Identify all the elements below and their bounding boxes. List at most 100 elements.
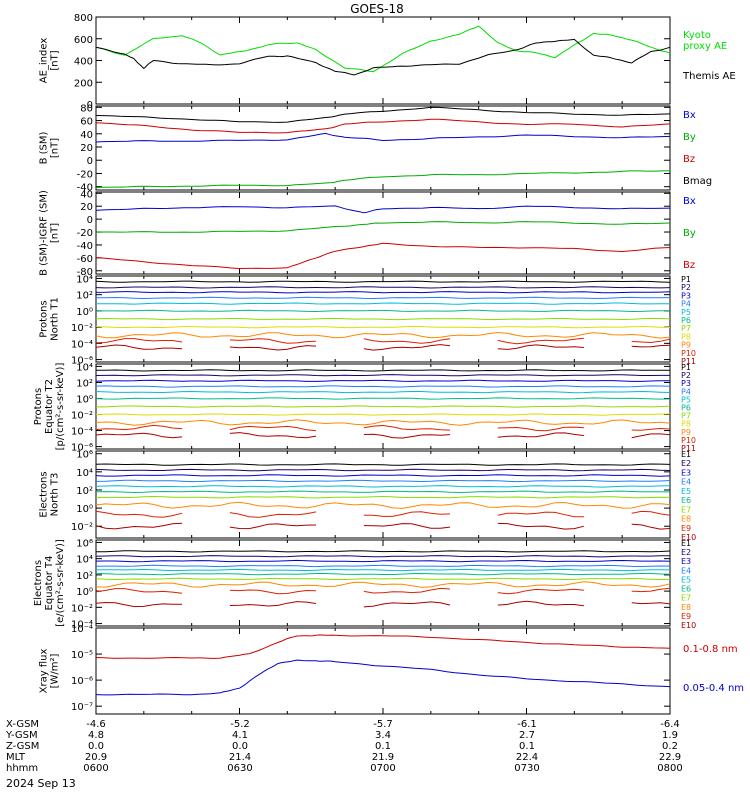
y-tick-label: 10⁰ bbox=[76, 587, 93, 598]
series-line bbox=[95, 170, 671, 189]
y-tick-label: 10⁻⁶ bbox=[71, 356, 93, 367]
y-axis-label: [p/(cm²-s-sr-keV)] bbox=[55, 363, 66, 451]
channel-line bbox=[95, 424, 183, 431]
channel-line bbox=[497, 344, 584, 350]
channel-label: E4 bbox=[681, 478, 691, 487]
series-line bbox=[95, 634, 671, 659]
axis-row-value: 3.4 bbox=[375, 730, 391, 741]
axis-row-value: -6.1 bbox=[517, 719, 537, 730]
channel-label: P8 bbox=[681, 332, 691, 341]
y-tick-label: 10⁴ bbox=[76, 362, 93, 373]
channel-label: P9 bbox=[681, 428, 691, 437]
channel-line bbox=[631, 587, 671, 593]
y-tick-label: 400 bbox=[74, 57, 93, 68]
channel-line bbox=[497, 600, 584, 607]
y-tick-label: -20 bbox=[77, 228, 93, 239]
channel-line bbox=[95, 325, 671, 329]
channel-line bbox=[95, 291, 671, 294]
channel-line bbox=[95, 490, 671, 494]
y-tick-label: 10² bbox=[76, 291, 93, 302]
channel-label: E10 bbox=[681, 533, 696, 542]
y-tick-label: 10⁻⁷ bbox=[71, 702, 93, 713]
y-axis-label: Electrons bbox=[39, 471, 50, 517]
axis-row-value: -5.2 bbox=[230, 719, 250, 730]
panel-pnt1: 10⁴ 10² 10⁰ 10⁻² 10⁻⁴ 10⁻⁶ Protons North T1 P1P2… bbox=[39, 274, 697, 366]
channel-line bbox=[229, 432, 317, 439]
series-line bbox=[95, 106, 671, 123]
channel-line bbox=[363, 511, 451, 517]
channel-line bbox=[95, 286, 671, 289]
y-tick-label: -80 bbox=[77, 267, 93, 278]
channel-line bbox=[95, 419, 671, 426]
series-label: 0.05-0.4 nm bbox=[683, 683, 744, 694]
y-tick-label: 10⁻⁴ bbox=[71, 624, 93, 635]
y-tick-label: 10⁻⁴ bbox=[71, 427, 93, 438]
channel-label: E1 bbox=[681, 450, 691, 459]
channel-line bbox=[497, 337, 584, 345]
series-label: 0.1-0.8 nm bbox=[683, 644, 738, 655]
channel-label: P8 bbox=[681, 420, 691, 429]
y-tick-label: 40 bbox=[80, 130, 93, 141]
y-tick-label: 10⁴ bbox=[76, 555, 93, 566]
channel-line bbox=[95, 510, 183, 518]
y-axis-label: B (SM) bbox=[39, 131, 50, 164]
channel-line bbox=[631, 510, 671, 516]
axis-row-label: X-GSM bbox=[6, 719, 39, 730]
channel-line bbox=[363, 601, 451, 608]
channel-label: E8 bbox=[681, 603, 691, 612]
channel-line bbox=[95, 331, 671, 339]
channel-line bbox=[95, 374, 670, 377]
channel-label: P2 bbox=[681, 371, 691, 380]
y-axis-label: Protons bbox=[39, 300, 50, 337]
y-axis-label: North T3 bbox=[50, 473, 61, 517]
panel-bsm: -40 -20 0 20 40 60 80 B (SM) [nT] Bx By Bz Bmag bbox=[39, 103, 713, 193]
channel-line bbox=[95, 501, 671, 509]
channel-line bbox=[497, 522, 585, 530]
channel-line bbox=[229, 338, 317, 344]
y-tick-label: 10² bbox=[76, 378, 93, 389]
channel-line bbox=[95, 601, 183, 608]
y-tick-label: 10⁻² bbox=[71, 323, 93, 334]
y-axis-label: Equator T4 bbox=[44, 556, 55, 611]
y-tick-label: 20 bbox=[80, 202, 93, 213]
channel-line bbox=[95, 474, 671, 477]
channel-line bbox=[363, 587, 451, 594]
channel-line bbox=[363, 338, 451, 344]
channel-line bbox=[363, 344, 451, 351]
channel-label: P1 bbox=[681, 363, 691, 372]
channel-line bbox=[229, 345, 317, 351]
series-line bbox=[95, 25, 671, 73]
y-tick-label: 10⁻⁵ bbox=[71, 650, 93, 661]
channel-line bbox=[631, 427, 671, 431]
channel-label: E10 bbox=[681, 621, 696, 630]
bottom-axis-table: X-GSM -4.6 -5.2 -5.7 -6.1 -6.4 Y-GSM 4.8 4.1 3.4 2… bbox=[5, 719, 683, 774]
plot-date: 2024 Sep 13 bbox=[6, 777, 76, 790]
axis-row-value: -6.4 bbox=[660, 719, 680, 730]
y-tick-label: 0 bbox=[87, 100, 93, 111]
panel-frame bbox=[95, 539, 671, 627]
y-axis-label: [nT] bbox=[50, 138, 61, 158]
y-tick-label: 10⁻⁶ bbox=[71, 676, 93, 687]
channel-line bbox=[95, 588, 183, 594]
channel-label: E6 bbox=[681, 496, 691, 505]
channel-label: P9 bbox=[681, 341, 691, 350]
y-tick-label: 10⁰ bbox=[76, 307, 93, 318]
channel-line bbox=[95, 309, 670, 313]
channel-line bbox=[363, 433, 451, 439]
channel-label: P4 bbox=[681, 300, 691, 309]
axis-row-label: Y-GSM bbox=[5, 730, 38, 741]
axis-row-value: 0600 bbox=[83, 763, 108, 774]
y-tick-label: 10² bbox=[76, 571, 93, 582]
axis-row-value: -4.6 bbox=[86, 719, 106, 730]
y-tick-label: 10⁻⁶ bbox=[71, 443, 93, 454]
channel-line bbox=[95, 385, 671, 388]
y-tick-label: 10⁻² bbox=[71, 603, 93, 614]
channel-label: P1 bbox=[681, 275, 691, 284]
channel-label: P3 bbox=[681, 379, 691, 388]
y-axis-label: AE_index bbox=[39, 38, 50, 84]
channel-line bbox=[95, 317, 671, 321]
axis-row-value: 20.9 bbox=[85, 752, 107, 763]
channel-line bbox=[95, 369, 670, 372]
